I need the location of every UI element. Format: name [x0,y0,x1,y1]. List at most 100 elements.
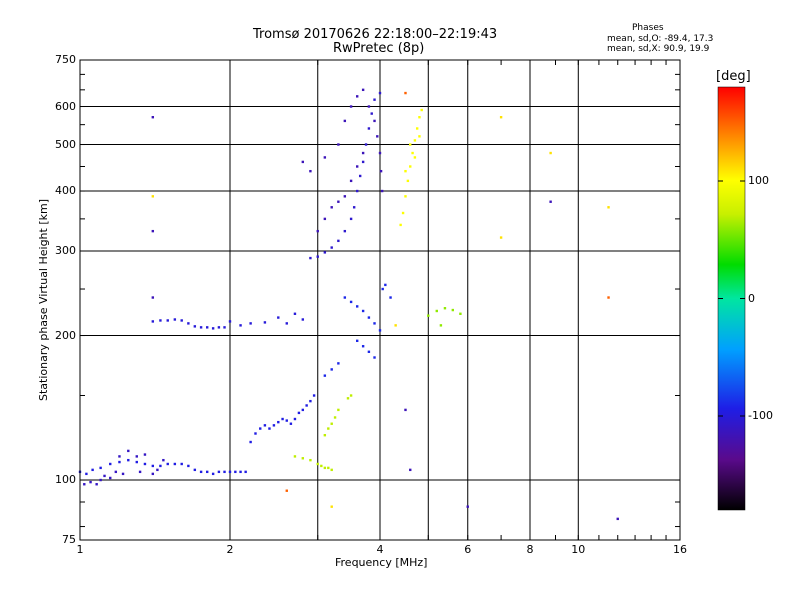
data-point [301,408,305,412]
data-point [380,189,384,193]
data-point [259,427,262,430]
data-point [418,135,421,138]
data-point [337,200,340,203]
y-tick-label: 400 [55,184,76,198]
data-point [180,319,183,322]
data-point [187,322,190,325]
data-point [378,151,382,155]
data-point [199,470,203,474]
data-point [285,489,288,492]
data-point [301,160,305,164]
data-point [373,98,376,101]
data-point [435,309,438,313]
data-point [89,480,92,484]
data-point [373,119,376,123]
data-point [166,319,169,322]
data-point [333,416,337,419]
data-point [337,362,340,365]
data-point [409,165,412,168]
data-point [361,151,365,155]
data-point [95,483,98,486]
data-point [118,460,121,464]
data-point [378,91,382,95]
data-point [217,470,221,474]
data-point [394,324,397,327]
data-point [373,322,376,325]
stats-o-line: mean, sd,O: -89.4, 17.3 [607,34,714,44]
data-point [355,95,359,98]
data-point [135,455,138,458]
data-point [138,470,142,474]
data-point [166,462,169,466]
data-point [607,296,610,299]
data-point [173,462,177,466]
data-point [309,399,312,403]
data-point [277,420,280,424]
data-point [277,316,280,319]
data-point [361,88,365,92]
data-point [143,462,147,466]
data-point [370,112,373,115]
x-axis-label: Frequency [MHz] [335,556,428,569]
data-point [373,356,376,359]
stats-x-line: mean, sd,X: 90.9, 19.9 [607,44,710,54]
data-point [151,296,155,299]
data-point [361,309,365,313]
data-point [159,319,162,322]
y-tick-label: 500 [55,137,76,151]
data-point [162,458,165,462]
data-point [151,472,155,476]
data-point [409,468,412,472]
data-point [118,455,121,458]
data-point [343,119,347,123]
data-point [330,246,333,249]
data-point [616,517,619,521]
x-tick-label: 16 [673,543,687,556]
data-point [346,397,350,400]
data-point [459,312,462,315]
data-point [607,206,610,209]
data-point [180,462,183,466]
x-tick-label: 2 [226,543,234,556]
data-point [244,470,247,474]
data-point [205,326,209,329]
data-point [367,316,371,319]
data-point [159,464,162,468]
data-point [349,394,353,397]
data-point [103,474,106,478]
data-point [151,229,155,233]
data-point [352,206,356,209]
data-point [399,223,402,227]
data-point [99,466,102,470]
data-point [127,458,130,462]
data-point [281,417,284,421]
data-point [114,470,118,474]
data-point [99,478,102,482]
data-point [409,143,412,146]
chart-subtitle: RwPretec (8p) [333,41,425,56]
data-point [143,453,147,456]
data-point [223,326,226,329]
data-point [427,314,430,317]
data-point [349,300,353,304]
data-point [418,116,421,119]
colorbar-tick-label: 0 [748,291,755,305]
data-point [381,287,384,291]
data-point [349,179,353,183]
data-point [413,156,417,159]
x-tick-label: 6 [464,543,472,556]
data-point [413,139,417,142]
colorbar-tick-label: 100 [748,174,769,187]
data-point [293,455,297,458]
data-point [330,505,333,508]
data-point [364,143,368,146]
data-point [187,464,190,468]
colorbar-label: [deg] [716,69,751,84]
axis-ticks [80,60,680,540]
data-point [404,91,407,95]
y-tick-label: 75 [62,533,76,546]
data-point [355,189,359,193]
data-point [173,318,177,321]
data-point [121,472,125,476]
